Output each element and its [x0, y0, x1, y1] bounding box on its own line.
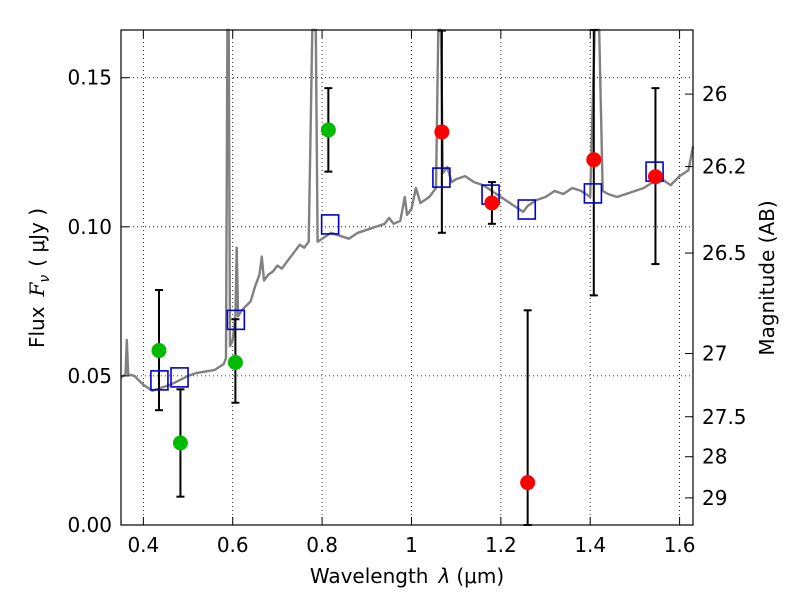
y2-tick-label: 29 [702, 486, 727, 510]
y2-tick-label: 27.5 [702, 405, 747, 429]
x-axis-label-text: Wavelength [310, 564, 429, 588]
y-tick-label: 0.00 [67, 513, 112, 537]
x-tick-label: 1.6 [664, 533, 696, 557]
y-axis-label: Flux Fν ( μJy ) [25, 208, 53, 348]
blue-square-marker [583, 183, 603, 204]
blue-square-marker [432, 167, 451, 188]
plot-frame [120, 29, 694, 526]
blue-square-marker [150, 370, 169, 391]
y-axis-label-unit: ( μJy ) [25, 208, 49, 267]
y-axis-label-subscript: ν [37, 275, 53, 283]
red-point-marker [647, 169, 663, 185]
x-tick-label: 0.6 [217, 533, 249, 557]
y2-tick-label: 26.5 [702, 241, 747, 265]
red-point-marker [484, 195, 500, 211]
red-point-marker [586, 152, 602, 168]
x-tick-label: 1 [405, 533, 418, 557]
x-axis-label: Wavelength λ (μm) [310, 564, 504, 588]
blue-square-marker [517, 199, 537, 220]
green-point-marker [227, 354, 243, 370]
y-tick-label: 0.10 [67, 215, 112, 239]
green-point-marker [172, 435, 188, 451]
y2-tick-label: 28 [702, 445, 727, 469]
blue-square-marker [226, 309, 246, 331]
x-tick-label: 0.4 [127, 533, 159, 557]
x-axis-label-unit: (μm) [456, 564, 504, 588]
y-axis-label-text: Flux [25, 306, 49, 348]
y-axis-label-symbol: F [25, 281, 49, 297]
green-point-marker [151, 343, 167, 359]
red-point-marker [520, 475, 536, 491]
x-tick-label: 1.2 [485, 533, 517, 557]
y2-tick-label: 26.2 [702, 155, 747, 179]
tick-layer: 0.4 0.6 0.8 1 1.2 1.4 1.6 0.00 0.05 0.10 0.15 26 26.… [67, 30, 747, 557]
y2-tick-label: 26 [702, 82, 727, 106]
y-tick-label: 0.15 [67, 66, 112, 90]
y2-tick-label: 27 [702, 342, 727, 366]
spectrum-line [120, 28, 695, 392]
x-axis-label-symbol: λ [438, 564, 451, 588]
x-tick-label: 1.4 [574, 533, 606, 557]
green-point-marker [320, 122, 336, 138]
y2-axis-label: Magnitude (AB) [755, 200, 779, 355]
spectrum-layer [120, 28, 695, 392]
x-tick-label: 0.8 [306, 533, 338, 557]
red-point-marker [434, 124, 450, 140]
marker-layer [150, 122, 664, 491]
blue-square-marker [170, 367, 189, 388]
y-tick-label: 0.05 [67, 364, 112, 388]
blue-square-marker [320, 214, 340, 235]
